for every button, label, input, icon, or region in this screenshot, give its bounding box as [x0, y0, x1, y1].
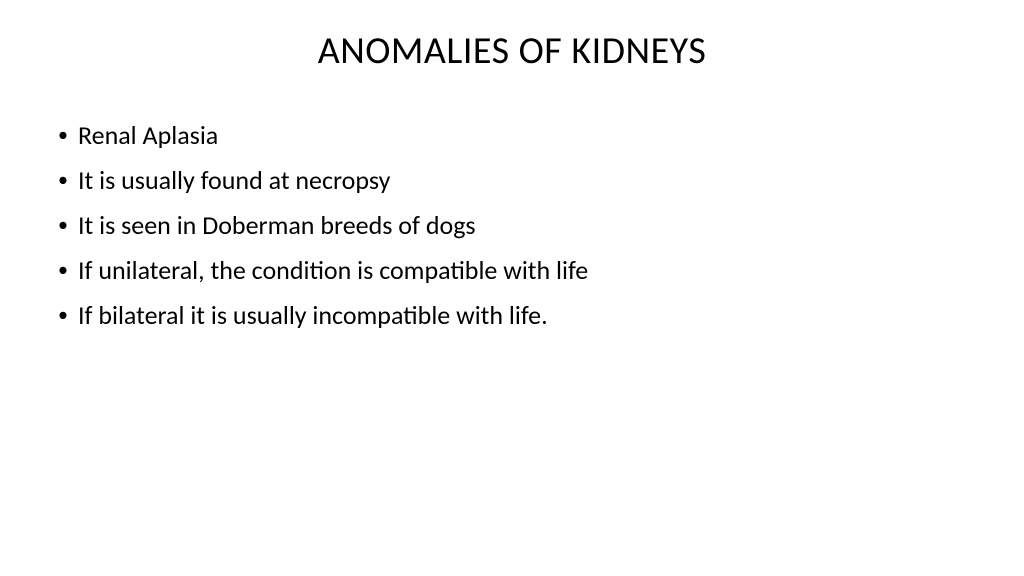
slide-title: ANOMALIES OF KIDNEYS: [0, 0, 1024, 74]
bullet-icon: •: [58, 251, 68, 289]
bullet-text: If unilateral, the condition is compatib…: [78, 251, 1024, 290]
list-item: • If unilateral, the condition is compat…: [58, 251, 1024, 290]
bullet-text: If bilateral it is usually incompatible …: [78, 296, 1024, 335]
bullet-text: It is usually found at necropsy: [78, 161, 1024, 200]
list-item: • Renal Aplasia: [58, 116, 1024, 155]
bullet-text: It is seen in Doberman breeds of dogs: [78, 206, 1024, 245]
bullet-icon: •: [58, 161, 68, 199]
list-item: • It is usually found at necropsy: [58, 161, 1024, 200]
list-item: • It is seen in Doberman breeds of dogs: [58, 206, 1024, 245]
list-item: • If bilateral it is usually incompatibl…: [58, 296, 1024, 335]
slide-content: • Renal Aplasia • It is usually found at…: [0, 74, 1024, 335]
bullet-icon: •: [58, 206, 68, 244]
bullet-icon: •: [58, 296, 68, 334]
bullet-text: Renal Aplasia: [78, 116, 1024, 155]
bullet-icon: •: [58, 116, 68, 154]
